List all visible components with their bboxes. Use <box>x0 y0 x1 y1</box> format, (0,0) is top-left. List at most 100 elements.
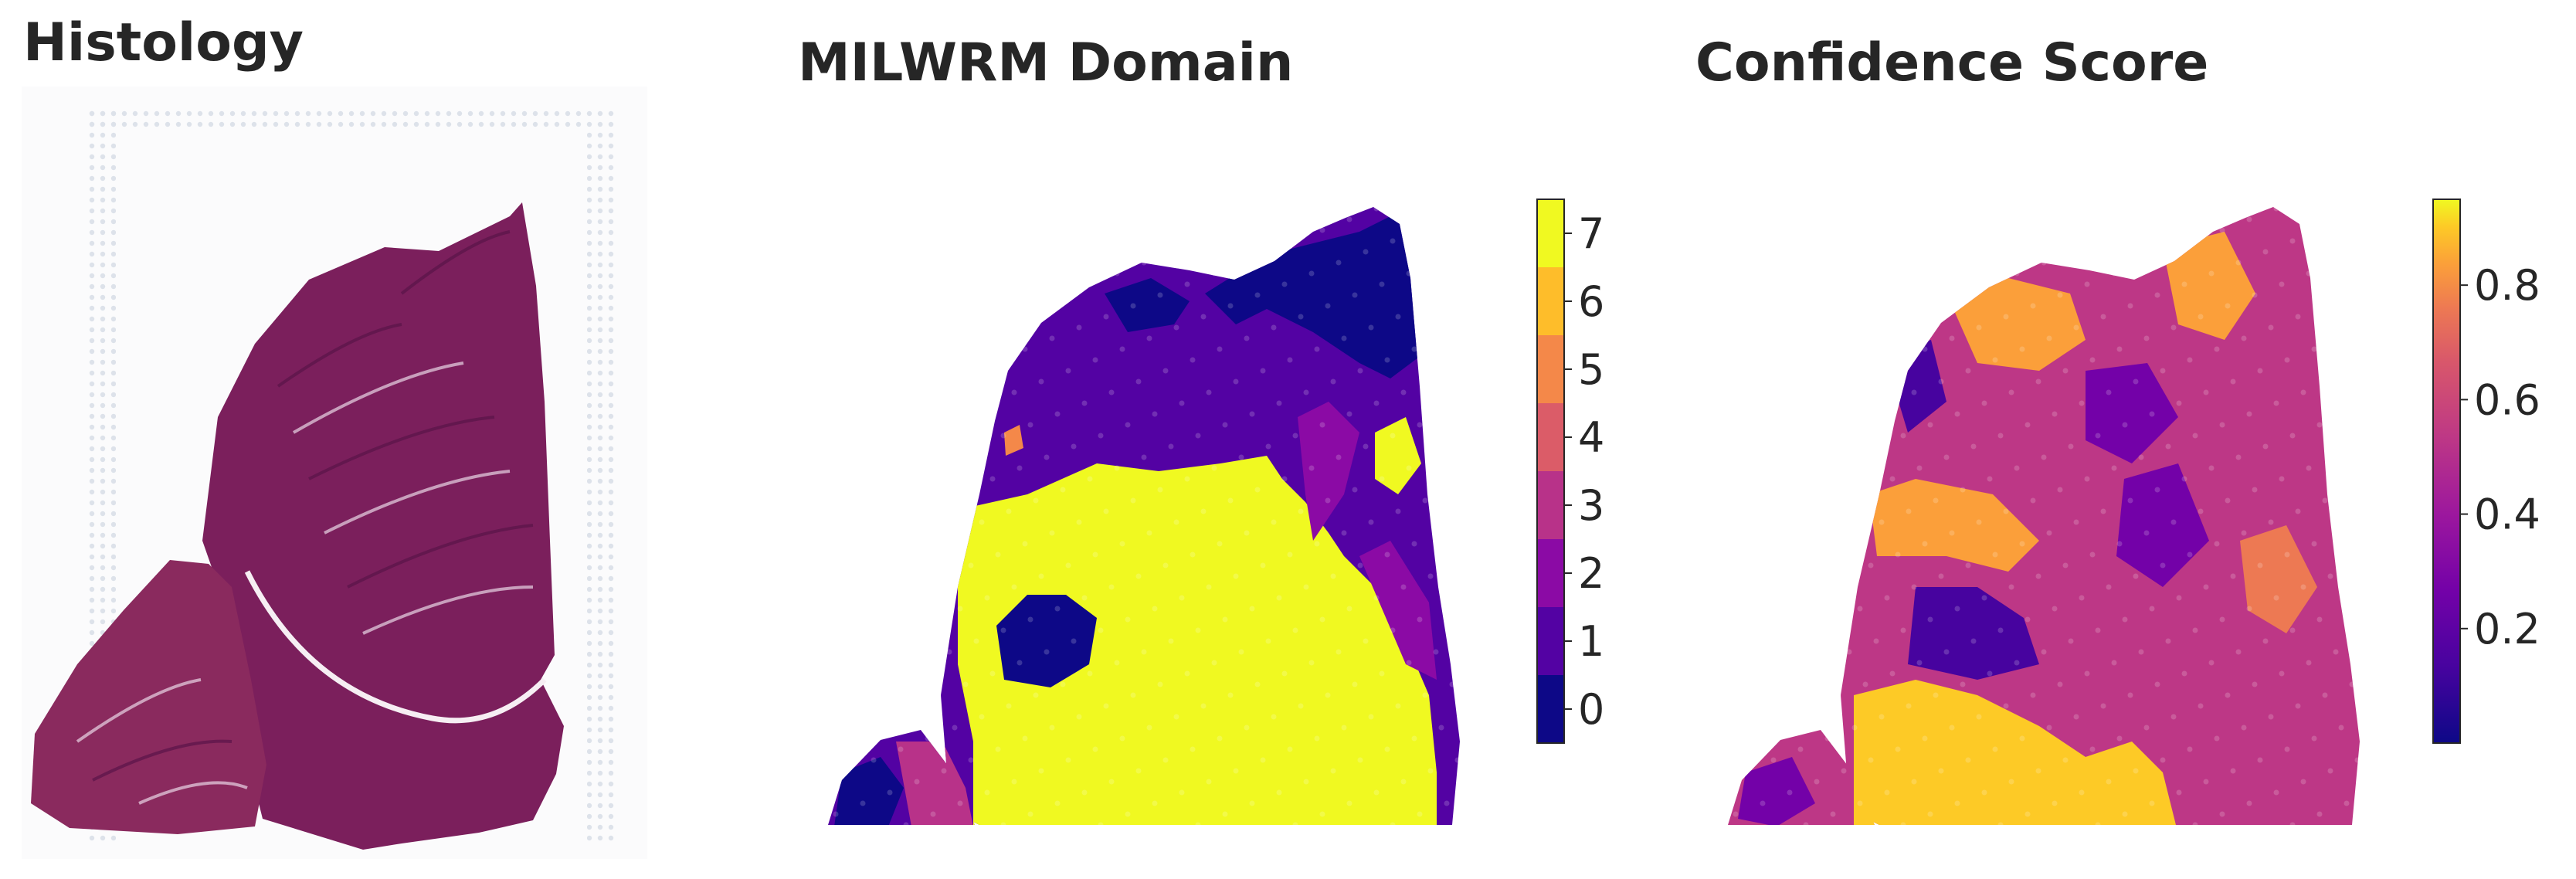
spot-texture <box>2030 303 2036 309</box>
spot-texture <box>1965 368 1971 374</box>
spot-texture <box>1162 368 1169 374</box>
spot-texture <box>1938 378 1944 385</box>
spot-texture <box>1938 573 1944 579</box>
spot-texture <box>1444 800 1450 806</box>
spot-texture <box>1954 800 1960 806</box>
spot-texture <box>1857 411 1863 417</box>
spot-texture <box>2268 324 2274 331</box>
spot-texture <box>1190 551 1196 558</box>
spot-texture <box>838 497 844 504</box>
spot-texture <box>1206 584 1212 590</box>
spot-texture <box>2187 551 2193 558</box>
spot-texture <box>1379 670 1385 677</box>
spot-texture <box>2111 660 2117 666</box>
tissue-fold-line <box>244 570 547 724</box>
spot-texture <box>2289 627 2296 633</box>
spot-texture <box>2176 789 2182 796</box>
spot-texture <box>1162 757 1169 763</box>
spot-texture <box>1911 584 1917 590</box>
spot-texture <box>1265 249 1271 255</box>
spot-texture <box>946 260 952 266</box>
domain-0-region <box>834 757 904 825</box>
spot-texture <box>2354 562 2360 568</box>
spot-texture <box>1200 508 1207 514</box>
spot-texture <box>1092 357 1098 363</box>
spot-texture <box>1846 454 1852 460</box>
spot-texture <box>1368 519 1374 525</box>
spot-texture <box>903 822 909 825</box>
spot-texture <box>925 346 931 352</box>
spot-texture <box>2198 508 2204 514</box>
spot-texture <box>1384 551 1390 558</box>
spot-texture <box>2160 368 2166 374</box>
spot-texture <box>1054 800 1061 806</box>
spot-texture <box>1927 616 1933 623</box>
colorbar-segment-0 <box>1537 675 1564 743</box>
spot-texture <box>2165 443 2171 450</box>
spot-texture <box>2219 227 2225 233</box>
domain-7-region <box>1375 417 1421 494</box>
spot-texture <box>968 757 974 763</box>
spot-texture <box>984 400 990 406</box>
spot-texture <box>1433 454 1439 460</box>
spot-texture <box>1722 271 1728 277</box>
spot-texture <box>1722 466 1728 471</box>
colorbar-segment-1 <box>1537 607 1564 675</box>
spot-texture <box>1038 768 1044 774</box>
spot-texture <box>1146 530 1152 536</box>
spot-texture <box>1384 357 1390 363</box>
spot-texture <box>952 335 958 341</box>
spot-texture <box>1438 530 1444 536</box>
spot-texture <box>2041 649 2047 655</box>
spot-texture <box>1254 487 1261 493</box>
spot-texture <box>865 487 871 493</box>
spot-texture <box>2003 508 2009 514</box>
spot-texture <box>1060 487 1066 493</box>
spot-texture <box>1461 444 1466 450</box>
spot-texture <box>1081 789 1088 796</box>
confidence-region <box>1738 757 1815 825</box>
spot-texture <box>1368 714 1374 720</box>
spot-texture <box>2079 789 2085 796</box>
spot-texture <box>1168 638 1174 644</box>
spot-texture <box>1357 757 1363 763</box>
spot-texture <box>833 227 839 233</box>
spot-texture <box>1357 368 1363 374</box>
spot-texture <box>1868 562 1874 568</box>
spot-texture <box>1319 227 1325 233</box>
spot-texture <box>2300 779 2306 785</box>
spot-texture <box>903 627 909 633</box>
spot-texture <box>1976 714 1982 720</box>
spot-texture <box>2257 562 2263 568</box>
spot-texture <box>1098 433 1104 439</box>
spot-texture <box>2084 476 2090 482</box>
spot-texture <box>2295 703 2301 709</box>
spot-texture <box>903 238 909 244</box>
spot-texture <box>2322 692 2328 698</box>
spot-texture <box>1976 519 1982 525</box>
spot-texture <box>1712 704 1717 709</box>
spot-texture <box>2225 692 2231 698</box>
spot-texture <box>2311 735 2317 742</box>
spot-texture <box>1701 358 1706 363</box>
spot-texture <box>1190 746 1196 752</box>
spot-texture <box>973 443 979 450</box>
spot-texture <box>2014 270 2020 277</box>
spot-texture <box>1038 378 1044 385</box>
spot-texture <box>1895 746 1901 752</box>
histology-title: Histology <box>23 12 304 73</box>
spot-texture <box>881 324 888 331</box>
spot-texture <box>1081 400 1088 406</box>
spot-texture <box>1803 822 1809 825</box>
spot-texture <box>1981 207 1987 212</box>
spot-texture <box>2354 368 2360 374</box>
spot-texture <box>2284 357 2290 363</box>
spot-texture <box>823 466 828 471</box>
spot-texture <box>1087 670 1093 677</box>
domain-2-region <box>1359 541 1437 680</box>
spot-texture <box>2316 227 2323 233</box>
spot-texture <box>2035 768 2041 774</box>
spot-texture <box>1701 552 1706 558</box>
spot-texture <box>1787 400 1793 406</box>
spot-texture <box>1016 270 1023 277</box>
